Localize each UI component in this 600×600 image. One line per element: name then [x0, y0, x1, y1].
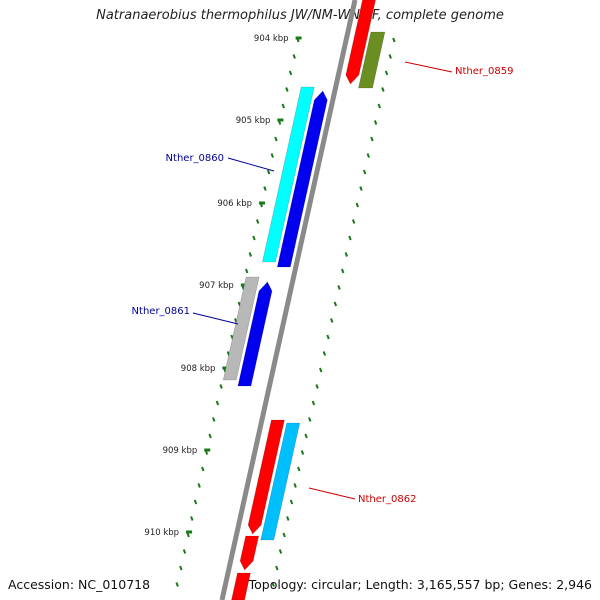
kbp-label: 909 kbp	[163, 446, 198, 456]
kbp-label: 906 kbp	[217, 199, 252, 209]
ruler-tick-left	[190, 516, 194, 521]
ruler-tick-left	[175, 582, 179, 587]
ruler-tick-right	[370, 136, 374, 142]
kbp-label: 908 kbp	[181, 364, 216, 374]
gene-callout-line	[227, 157, 275, 172]
ruler-tick-right	[289, 499, 294, 505]
genome-backbone	[219, 0, 358, 600]
ruler-tick-right	[300, 450, 305, 455]
ruler-tick-right	[275, 565, 279, 571]
ruler-tick-left	[212, 417, 216, 422]
ruler-tick-left	[248, 252, 253, 257]
ruler-tick-right	[297, 466, 301, 472]
ruler-tick-left	[263, 186, 267, 191]
gene-callout-line	[192, 312, 239, 325]
ruler-tick-left	[266, 169, 271, 175]
gene-arrow-red	[345, 0, 376, 85]
ruler-tick-left	[215, 400, 220, 406]
gene-label: Nther_0860	[166, 153, 224, 164]
ruler-tick-left	[252, 235, 256, 241]
gene-arrow-blue	[237, 281, 273, 387]
kbp-label: 910 kbp	[144, 528, 179, 538]
ruler-tick-right	[326, 334, 330, 340]
ruler-tick-left	[244, 268, 249, 274]
ruler-tick-left	[219, 384, 223, 389]
ruler-tick-left	[292, 54, 296, 59]
ruler-tick-right	[293, 483, 297, 488]
gene-label: Nther_0859	[455, 66, 513, 77]
ruler-tick-right	[322, 351, 327, 356]
ruler-tick-right	[344, 252, 349, 257]
ruler-tick-right	[337, 285, 341, 290]
ruler-tick-left	[179, 565, 183, 571]
genome-summary: Topology: circular; Length: 3,165,557 bp…	[248, 577, 592, 592]
gene-arrow-red	[231, 572, 251, 600]
ruler-tick-left	[197, 483, 201, 488]
ruler-tick-right	[392, 37, 396, 43]
ruler-tick-left	[274, 136, 278, 142]
gene-callout-line	[404, 61, 453, 73]
ruler-tick-right	[308, 417, 312, 422]
ruler-tick-right	[377, 103, 381, 109]
ruler-tick-right	[340, 268, 345, 274]
gene-callout-line	[308, 487, 356, 500]
ruler-tick-right	[388, 54, 392, 59]
gene-label: Nther_0861	[132, 306, 190, 317]
accession-label: Accession: NC_010718	[8, 577, 151, 592]
ruler-tick-right	[286, 516, 290, 521]
ruler-tick-right	[348, 235, 352, 241]
ruler-tick-right	[330, 318, 334, 323]
gene-label: Nther_0862	[358, 494, 416, 505]
ruler-tick-right	[362, 169, 367, 175]
ruler-tick-right	[311, 400, 316, 406]
ruler-tick-left	[255, 219, 260, 224]
map-title: Natranaerobius thermophilus JW/NM-WN-LF,…	[96, 8, 504, 23]
gene-arrow-olive	[358, 31, 386, 89]
ruler-tick-left	[270, 153, 274, 158]
kbp-label: 907 kbp	[199, 281, 234, 291]
ruler-tick-right	[359, 186, 363, 191]
ruler-tick-left	[201, 466, 205, 472]
kbp-label: 904 kbp	[254, 34, 289, 44]
ruler-tick-left	[193, 499, 198, 505]
ruler-tick-left	[182, 549, 187, 554]
ruler-tick-right	[278, 549, 283, 554]
ruler-tick-right	[381, 87, 385, 92]
ruler-tick-right	[315, 384, 319, 389]
ruler-tick-right	[282, 532, 286, 538]
ruler-tick-left	[208, 433, 212, 439]
ruler-tick-left	[288, 70, 293, 76]
kbp-label: 905 kbp	[236, 116, 271, 126]
ruler-tick-right	[304, 433, 308, 439]
ruler-tick-right	[351, 219, 356, 224]
gene-arrow-red	[247, 419, 285, 535]
ruler-tick-right	[384, 70, 389, 76]
gene-arrow-cyan	[262, 86, 315, 263]
ruler-tick-left	[285, 87, 289, 92]
gene-arrow-skyblue	[260, 422, 301, 541]
ruler-tick-right	[319, 367, 323, 373]
gene-arrow-red	[239, 535, 260, 571]
gene-arrow-blue	[276, 90, 328, 268]
ruler-tick-right	[366, 153, 370, 158]
gene-arrow-grey	[222, 276, 260, 381]
ruler-tick-left	[281, 103, 285, 109]
ruler-tick-right	[355, 202, 359, 208]
ruler-tick-right	[333, 301, 338, 307]
ruler-tick-right	[373, 120, 378, 125]
ruler-tick-right	[271, 582, 275, 587]
ruler-tick-left	[186, 532, 190, 538]
